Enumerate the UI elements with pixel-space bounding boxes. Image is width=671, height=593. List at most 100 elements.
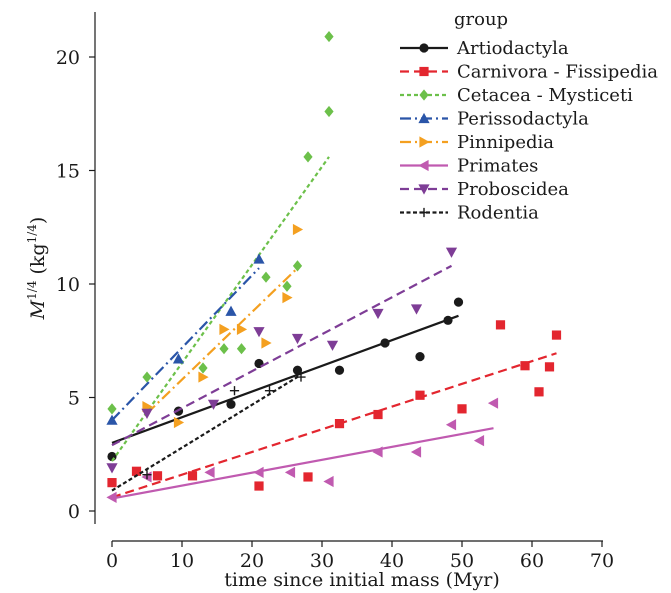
data-point-rodentia [264, 386, 275, 396]
data-point-primates [284, 466, 296, 479]
legend-swatch-marker [419, 207, 429, 218]
data-point-perissodactyla [106, 414, 118, 425]
data-point-artiodactyla [443, 315, 453, 325]
data-point-perissodactyla [253, 253, 265, 264]
legend-item-primates: Primates [400, 156, 538, 177]
y-ticks: 0 5 10 15 20 [56, 47, 95, 523]
series-artiodactyla [107, 297, 464, 462]
legend-label: Rodentia [457, 203, 539, 224]
plot-area [106, 30, 562, 503]
x-tick-label: 30 [310, 550, 334, 572]
legend-swatch-marker [419, 136, 430, 148]
legend-label: Pinnipedia [457, 132, 554, 153]
data-point-pinnipedia [292, 223, 304, 236]
data-point-carnivora-fissipedia [334, 419, 345, 429]
data-point-carnivora-fissipedia [303, 472, 313, 482]
data-point-artiodactyla [380, 338, 390, 348]
data-point-perissodactyla [225, 305, 237, 316]
series-cetacea-mysticeti [107, 30, 334, 462]
data-point-proboscidea [253, 327, 265, 338]
data-point-rodentia [296, 372, 306, 382]
data-point-proboscidea [106, 463, 118, 474]
legend-swatch-marker [418, 184, 430, 195]
x-tick-label: 0 [106, 550, 118, 572]
legend-title: group [454, 9, 508, 30]
legend-item-perissodactyla: Perissodactyla [400, 109, 589, 130]
data-point-cetacea-mysticeti [261, 271, 271, 283]
data-point-pinnipedia [219, 323, 230, 335]
data-point-carnivora-fissipedia [457, 404, 467, 414]
data-point-primates [372, 446, 383, 458]
fit-line-proboscidea [111, 264, 453, 447]
data-point-cetacea-mysticeti [236, 343, 247, 355]
legend-label: Carnivora - Fissipedia [457, 62, 658, 83]
x-tick-label: 10 [170, 550, 194, 572]
fit-line-cetacea-mysticeti [111, 156, 330, 462]
data-point-primates [253, 466, 264, 479]
data-point-carnivora-fissipedia [520, 361, 530, 371]
legend-swatch-marker [419, 89, 429, 101]
legend: group Artiodactyla Carnivora - Fissipedia… [400, 9, 658, 224]
fit-line-perissodactyla [111, 267, 260, 421]
data-point-cetacea-mysticeti [303, 151, 313, 163]
series-primates [106, 397, 499, 503]
data-point-primates [323, 475, 334, 488]
fit-line-carnivora-fissipedia [111, 352, 557, 499]
data-point-artiodactyla [415, 352, 425, 362]
data-point-carnivora-fissipedia [495, 320, 506, 330]
legend-label: Proboscidea [457, 179, 569, 200]
legend-item-rodentia: Rodentia [400, 203, 539, 224]
legend-item-proboscidea: Proboscidea [400, 179, 569, 200]
data-point-primates [204, 466, 215, 479]
data-point-carnivora-fissipedia [131, 466, 142, 476]
legend-swatch-marker [418, 112, 430, 124]
data-point-carnivora-fissipedia [415, 390, 425, 400]
legend-swatch-marker [418, 159, 429, 172]
data-point-cetacea-mysticeti [324, 30, 334, 43]
data-point-cetacea-mysticeti [142, 371, 152, 383]
series-pinnipedia [142, 223, 304, 429]
legend-label: Primates [457, 156, 538, 177]
legend-item-artiodactyla: Artiodactyla [400, 38, 569, 59]
data-point-primates [445, 419, 457, 431]
data-point-pinnipedia [198, 371, 209, 383]
data-point-cetacea-mysticeti [107, 403, 117, 415]
data-point-carnivora-fissipedia [544, 362, 555, 372]
data-point-primates [410, 446, 422, 458]
axes: 0 10 20 30 40 50 60 70 0 5 10 15 20 time since init… [25, 12, 614, 591]
data-point-artiodactyla [226, 399, 236, 409]
data-point-proboscidea [141, 408, 153, 419]
x-tick-label: 70 [590, 550, 614, 572]
series-perissodactyla [106, 253, 265, 425]
legend-item-pinnipedia: Pinnipedia [400, 132, 554, 153]
y-tick-label: 20 [56, 47, 80, 69]
data-point-cetacea-mysticeti [292, 260, 303, 272]
data-point-cetacea-mysticeti [282, 280, 292, 292]
data-point-primates [106, 491, 117, 503]
data-point-perissodactyla [172, 353, 185, 364]
legend-label: Artiodactyla [456, 38, 569, 59]
legend-swatch-marker [419, 43, 429, 53]
data-point-cetacea-mysticeti [324, 105, 334, 118]
x-axis-title: time since initial mass (Myr) [224, 569, 500, 591]
data-point-carnivora-fissipedia [534, 387, 544, 397]
data-point-rodentia [229, 386, 240, 396]
data-point-rodentia [142, 470, 152, 480]
data-point-pinnipedia [282, 292, 293, 304]
data-point-artiodactyla [453, 297, 464, 307]
data-point-artiodactyla [292, 365, 303, 375]
y-tick-label: 0 [68, 501, 80, 523]
series-carnivora-fissipedia [107, 320, 562, 499]
x-tick-label: 60 [520, 550, 544, 572]
data-point-carnivora-fissipedia [107, 478, 117, 488]
x-ticks: 0 10 20 30 40 50 60 70 [106, 541, 614, 572]
y-axis-title: M1/4 (kg1/4) [25, 217, 49, 321]
y-tick-label: 15 [56, 161, 80, 183]
x-tick-label: 50 [450, 550, 474, 572]
data-point-carnivora-fissipedia [152, 471, 163, 481]
data-point-pinnipedia [173, 416, 185, 429]
series-proboscidea [106, 247, 458, 474]
legend-label: Cetacea - Mysticeti [457, 85, 633, 106]
legend-item-carnivora-fissipedia: Carnivora - Fissipedia [400, 62, 658, 83]
